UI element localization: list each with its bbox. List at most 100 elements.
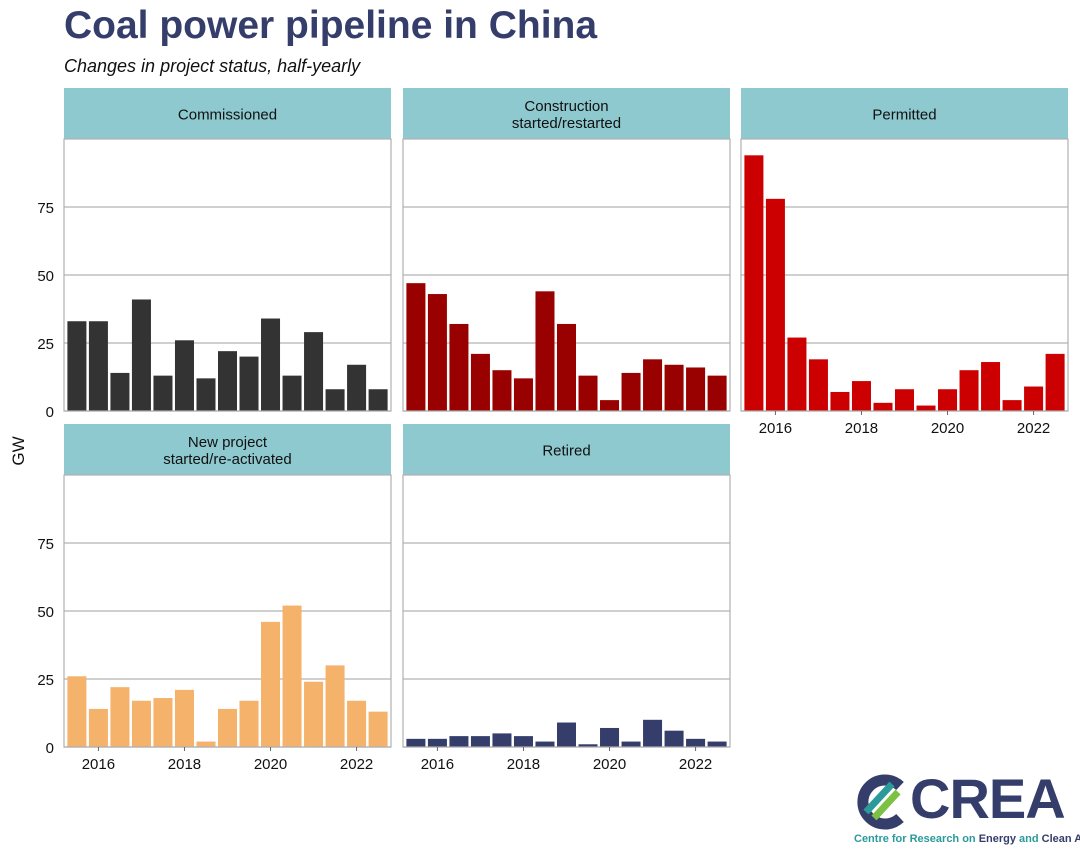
panel-5-bar (470, 736, 490, 747)
panel-2-bar (492, 370, 512, 411)
panel-2-bar (470, 353, 490, 411)
x-tick-label: 2022 (1017, 420, 1050, 437)
panel-4-bar (347, 700, 367, 747)
panel-3-bar (981, 362, 1001, 411)
panel-2-bar (686, 367, 706, 411)
panel-2-bar (406, 283, 426, 411)
x-tick-label: 2022 (340, 756, 373, 773)
y-tick-label: 25 (37, 672, 54, 689)
logo-tag-part2: Energy (978, 833, 1016, 845)
panel-1-bar (261, 318, 281, 411)
panel-1-strip-label: Commissioned (178, 107, 277, 124)
panel-2-bar (643, 359, 663, 411)
x-tick-label: 2018 (507, 756, 540, 773)
panel-3-bar (1045, 353, 1065, 411)
y-axis-title: GW (9, 436, 28, 465)
crea-logo-tagline: Centre for Research on Energy and Clean … (854, 834, 1080, 845)
panel-4-bar (217, 708, 238, 747)
panel-4-bar (88, 708, 108, 747)
crea-logo-icon (857, 774, 904, 830)
y-tick-label: 75 (37, 200, 54, 217)
x-tick-label: 2018 (168, 756, 201, 773)
x-tick-label: 2020 (931, 420, 964, 437)
panel-2-strip-label: Construction (524, 98, 608, 115)
panel-2-bar (513, 378, 533, 411)
panel-1-bar (153, 375, 173, 411)
panel-2-bar (707, 375, 727, 411)
panel-5-bar (427, 738, 447, 747)
panel-5-bar (707, 741, 727, 747)
panel-2-bar (556, 323, 577, 411)
panel-1-bar (282, 375, 302, 411)
y-tick-label: 25 (37, 336, 54, 353)
panel-5-bar (492, 733, 512, 747)
panel-3-bar (851, 381, 871, 411)
y-tick-label: 50 (37, 604, 54, 621)
panel-3-bar (787, 337, 807, 411)
panel-5-bar (664, 730, 684, 747)
panel-5-bar (535, 741, 555, 747)
panel-2-border (402, 138, 731, 412)
panel-3-bar (1024, 386, 1044, 411)
panel-4-strip-label: New project (188, 434, 268, 451)
panel-5-border (402, 474, 731, 748)
panel-4-bar (304, 681, 324, 747)
panel-2-bar (578, 375, 598, 411)
panel-5-bar (578, 744, 598, 747)
panel-2-bar (427, 294, 447, 411)
panel-4-bar (174, 689, 194, 747)
crea-logo-text: CREA (910, 767, 1066, 830)
chart-subtitle: Changes in project status, half-yearly (64, 56, 361, 76)
logo-tag-part4: Clean Air (1041, 833, 1080, 845)
panel-5-bar (406, 738, 426, 747)
panel-3-bar (1002, 400, 1022, 411)
panel-4-bar (196, 741, 216, 747)
panel-1-bar (239, 356, 259, 411)
panel-5-bar (600, 727, 620, 747)
panel-3-bar (765, 198, 785, 411)
panel-3-bar (959, 370, 979, 411)
panel-2-strip-label: started/restarted (512, 115, 621, 132)
panel-4-bar (239, 700, 259, 747)
panel-3-border (740, 138, 1069, 412)
panel-1-bar (131, 299, 151, 411)
panel-2-bar (600, 400, 620, 411)
panel-1-bar (304, 332, 324, 411)
panel-5-bar (643, 719, 663, 747)
y-tick-label: 75 (37, 536, 54, 553)
panel-5-strip-label: Retired (542, 443, 590, 460)
panel-3-strip (741, 88, 1068, 139)
panel-4-bar (153, 698, 173, 747)
panel-4-border (63, 474, 392, 748)
panel-1-bar (217, 351, 238, 411)
panel-2-bar (449, 323, 469, 411)
panel-3-bar (873, 402, 893, 411)
panel-4-bar (131, 700, 151, 747)
panel-1-strip (64, 88, 391, 139)
panel-1-border (63, 138, 392, 412)
logo-tag-part1: Centre for Research on (854, 833, 979, 845)
panel-5-bar (556, 722, 577, 747)
panel-5-bar (513, 736, 533, 747)
panel-3-bar (894, 389, 915, 411)
panel-1-bar (196, 378, 216, 411)
panel-3-strip-label: Permitted (872, 107, 936, 124)
panel-1-bar (325, 389, 345, 411)
panel-4-strip (64, 424, 391, 475)
panel-4-bar (110, 687, 130, 747)
panel-2-bar (664, 364, 684, 411)
panel-5-strip (403, 424, 730, 475)
chart-title: Coal power pipeline in China (64, 4, 598, 47)
panel-1-bar (110, 372, 130, 411)
panel-3-bar (916, 405, 936, 411)
panel-3-bar (830, 391, 850, 411)
x-tick-label: 2016 (82, 756, 115, 773)
logo-tag-part3: and (1016, 833, 1042, 845)
y-tick-label: 50 (37, 268, 54, 285)
panel-4-bar (261, 621, 281, 747)
panel-3-bar (744, 155, 764, 411)
panel-1-bar (368, 389, 388, 411)
y-tick-label: 0 (46, 404, 54, 421)
panel-4-strip-label: started/re-activated (163, 451, 291, 468)
panel-1-bar (67, 321, 87, 411)
